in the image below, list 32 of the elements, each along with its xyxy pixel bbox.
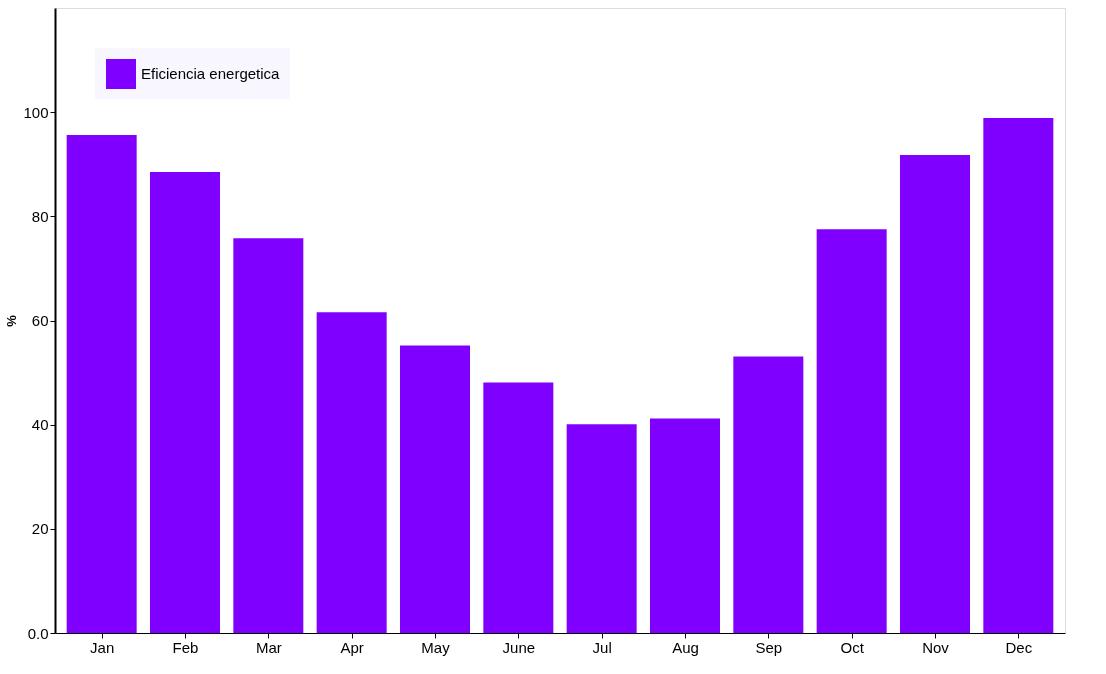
legend-label: Eficiencia energetica — [141, 65, 281, 82]
x-tick-label: Sep — [755, 638, 783, 656]
bar — [316, 312, 387, 633]
y-tick-label: 0.0 — [27, 624, 49, 642]
bar — [483, 382, 554, 633]
bar — [900, 154, 970, 633]
y-tick-label: 40 — [31, 416, 49, 434]
bar — [566, 424, 637, 633]
bar — [733, 356, 804, 633]
x-tick-label: Jul — [592, 638, 612, 656]
bar — [66, 135, 137, 633]
bar — [650, 418, 720, 633]
y-axis-title: % — [4, 314, 20, 327]
x-tick-label: Apr — [340, 638, 364, 656]
x-tick-label: Nov — [922, 638, 950, 656]
bar — [150, 172, 220, 633]
y-tick-label: 60 — [31, 312, 49, 329]
bar — [983, 117, 1054, 633]
y-tick-label: 100 — [23, 103, 49, 121]
bar — [400, 345, 470, 633]
x-tick-label: Jan — [90, 638, 115, 656]
bar — [233, 238, 304, 633]
x-tick-label: June — [502, 638, 536, 656]
y-tick-label: 80 — [31, 207, 49, 225]
x-tick-label: Feb — [172, 638, 199, 656]
x-tick-label: May — [421, 638, 451, 656]
y-tick-label: 20 — [31, 520, 49, 538]
bar — [816, 229, 887, 633]
x-tick-label: Mar — [255, 638, 282, 656]
x-tick-label: Oct — [840, 638, 865, 656]
x-tick-label: Dec — [1005, 638, 1033, 656]
x-tick-label: Aug — [672, 638, 699, 656]
